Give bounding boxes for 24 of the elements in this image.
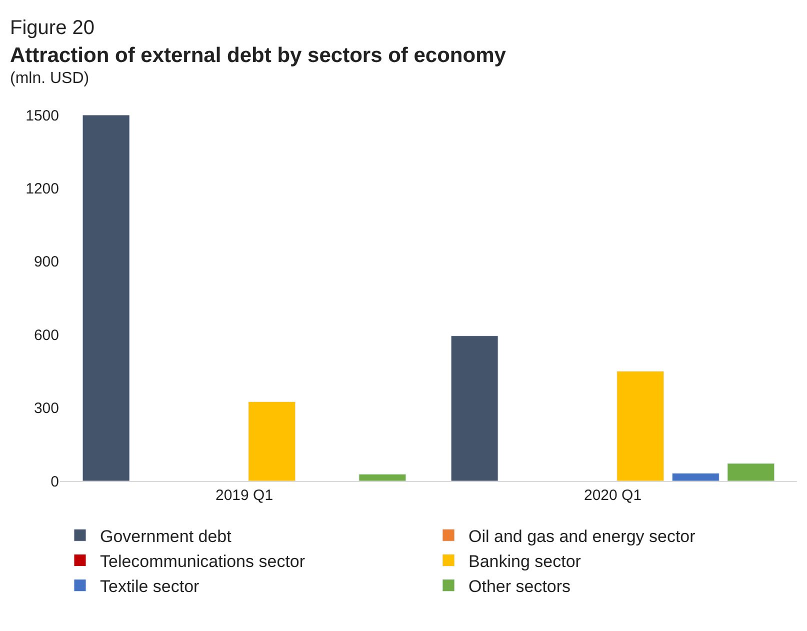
bar <box>450 336 498 481</box>
y-tick-label: 600 <box>34 326 59 344</box>
y-tick-label: 900 <box>34 254 59 271</box>
chart-subtitle: Attraction of external debt by sectors of economy <box>10 44 506 67</box>
legend-label: Telecommunications sector <box>100 552 306 571</box>
bar <box>248 401 296 481</box>
x-tick-label: 2020 Q1 <box>584 487 642 504</box>
bar <box>672 472 720 481</box>
legend-label: Oil and gas and energy sector <box>468 526 696 546</box>
legend-label: Banking sector <box>468 552 582 571</box>
y-tick-label: 1500 <box>26 107 59 124</box>
bar <box>727 463 775 481</box>
legend-label: Government debt <box>100 526 232 546</box>
y-tick-label: 300 <box>34 400 59 418</box>
y-axis-title: (mln. USD) <box>10 70 90 87</box>
x-tick-label: 2019 Q1 <box>215 487 274 504</box>
legend-label: Other sectors <box>468 576 571 596</box>
legend-label: Textile sector <box>100 576 200 596</box>
chart-title: Figure 20 <box>10 17 94 39</box>
bar <box>616 370 664 481</box>
y-tick-label: 0 <box>50 473 59 490</box>
bar <box>358 474 406 481</box>
bar <box>82 115 130 481</box>
y-tick-label: 1200 <box>26 180 59 198</box>
